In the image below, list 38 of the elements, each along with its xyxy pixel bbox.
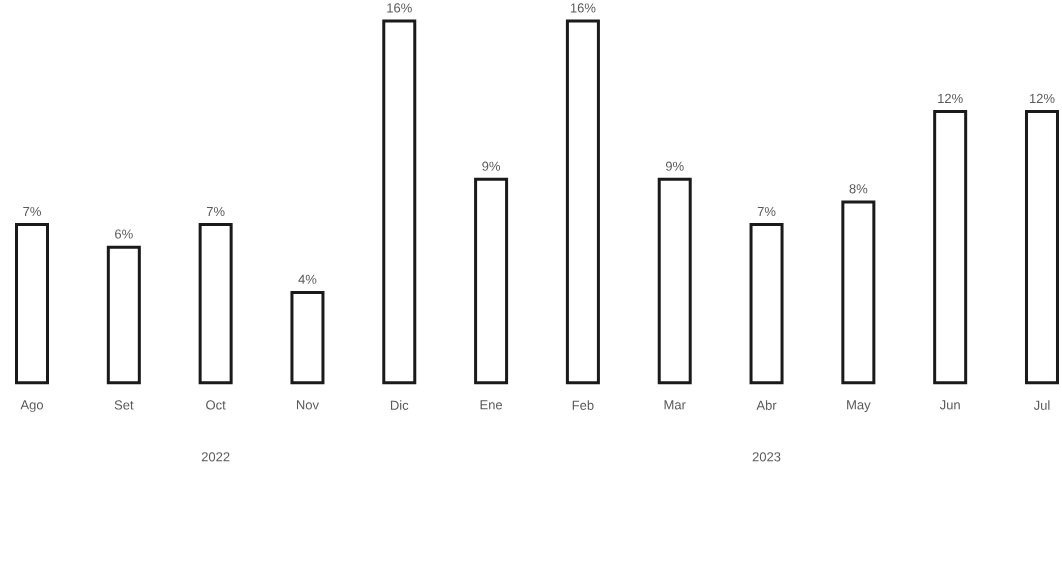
data-label: 12% bbox=[938, 93, 963, 103]
data-label: 6% bbox=[115, 229, 133, 239]
data-label: 8% bbox=[849, 184, 868, 194]
data-label: 4% bbox=[298, 274, 317, 284]
bar bbox=[474, 177, 509, 385]
x-tick-label: Mar bbox=[664, 400, 686, 410]
x-tick-label: Set bbox=[114, 400, 134, 410]
x-tick-label: Jul bbox=[1033, 400, 1050, 410]
bar bbox=[1024, 110, 1059, 385]
x-tick-label: Oct bbox=[206, 400, 226, 410]
x-tick-label: Feb bbox=[572, 400, 594, 410]
bar bbox=[933, 110, 968, 385]
bar bbox=[657, 177, 692, 385]
x-tick-label: May bbox=[847, 400, 871, 413]
bar bbox=[841, 200, 876, 385]
data-label: 7% bbox=[23, 206, 41, 217]
bar bbox=[198, 223, 233, 385]
x-tick-label: Abr bbox=[756, 400, 777, 410]
data-label: 7% bbox=[757, 206, 776, 217]
data-label: 7% bbox=[206, 206, 225, 217]
bar bbox=[565, 19, 600, 385]
data-label: 12% bbox=[1029, 93, 1055, 103]
text: 2022 bbox=[201, 452, 230, 462]
bar bbox=[106, 245, 141, 385]
data-label: 9% bbox=[482, 161, 501, 171]
bar bbox=[15, 223, 50, 385]
x-tick-label: Dic bbox=[390, 400, 409, 410]
data-label: 16% bbox=[387, 3, 412, 13]
x-tick-label: Jun bbox=[939, 400, 960, 410]
x-tick-label: Ago bbox=[20, 400, 44, 413]
bar bbox=[382, 19, 417, 385]
x-tick-label: Ene bbox=[480, 400, 503, 410]
bar bbox=[749, 223, 784, 385]
data-label: 16% bbox=[570, 3, 596, 13]
text: 2023 bbox=[752, 452, 781, 462]
data-label: 9% bbox=[665, 161, 684, 171]
bar bbox=[290, 290, 325, 385]
x-tick-label: Nov bbox=[296, 400, 319, 410]
